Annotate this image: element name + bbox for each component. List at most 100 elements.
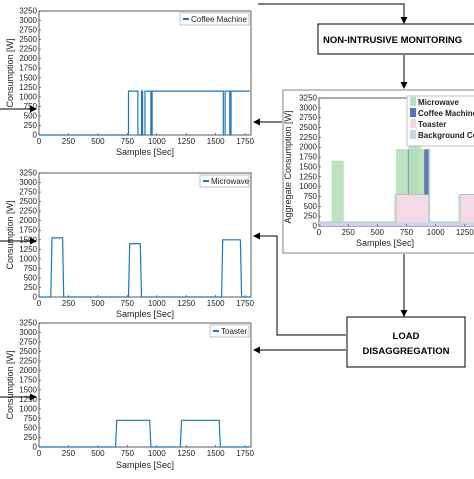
aggregate-ytick-label: 1750 xyxy=(299,153,317,162)
coffee-series-line xyxy=(39,90,250,136)
toaster-plot-frame xyxy=(38,322,252,448)
aggregate-x-ticks: 0 250 500 750 1000 1250 xyxy=(317,224,474,237)
microwave-ytick-label: 2750 xyxy=(19,188,37,197)
coffee-xtick-label: 1500 xyxy=(207,137,225,146)
coffee-xtick-label: 750 xyxy=(121,137,135,146)
coffee-xtick-label: 1750 xyxy=(236,137,254,146)
coffee-machine-chart: 0250500750100012501500175020002250250027… xyxy=(5,7,255,158)
toaster-ytick-label: 3000 xyxy=(19,328,37,337)
arrow-top-to-nilm xyxy=(258,3,408,24)
coffee-ytick-label: 250 xyxy=(24,121,38,130)
toaster-xtick-label: 0 xyxy=(37,449,42,458)
aggregate-ytick-label: 1500 xyxy=(299,162,317,171)
coffee-ytick-label: 2000 xyxy=(19,54,37,63)
microwave-xtick-label: 500 xyxy=(91,299,105,308)
aggregate-xtick-label: 0 xyxy=(317,228,322,237)
toaster-xtick-label: 1750 xyxy=(236,449,254,458)
legend-swatch-microwave xyxy=(410,97,416,106)
aggregate-ytick-label: 750 xyxy=(304,192,318,201)
legend-label-coffee: Coffee Machine xyxy=(418,109,474,118)
aggregate-ytick-label: 250 xyxy=(304,212,318,221)
microwave-xtick-label: 0 xyxy=(37,299,42,308)
coffee-legend-label: Coffee Machine xyxy=(191,15,247,24)
toaster-chart: 0250500750100012501500175020002250250027… xyxy=(5,319,255,471)
toaster-ytick-label: 2500 xyxy=(19,347,37,356)
microwave-ytick-label: 3250 xyxy=(19,169,37,178)
toaster-ytick-label: 1250 xyxy=(19,395,37,404)
toaster-ytick-label: 2250 xyxy=(19,357,37,366)
aggregate-ytick-label: 2250 xyxy=(299,133,317,142)
aggregate-ytick-label: 2750 xyxy=(299,113,317,122)
coffee-y-ticks: 0250500750100012501500175020002250250027… xyxy=(19,7,41,140)
coffee-y-axis-label: Consumption [W] xyxy=(5,38,15,107)
toaster-ytick-label: 0 xyxy=(33,443,38,452)
aggregate-ytick-label: 3250 xyxy=(299,94,317,103)
aggregate-y-ticks: 0250500750100012501500175020002250250027… xyxy=(299,94,321,231)
nilm-block-label: NON-INTRUSIVE MONITORING xyxy=(323,35,462,46)
coffee-ytick-label: 500 xyxy=(24,111,38,120)
legend-swatch-coffee xyxy=(410,108,416,117)
aggregate-xtick-label: 1250 xyxy=(456,228,474,237)
microwave-y-axis-label: Consumption [W] xyxy=(5,200,15,269)
microwave-ytick-label: 1000 xyxy=(19,254,37,263)
aggregate-legend: Microwave Coffee Machine Toaster Backgro… xyxy=(406,95,474,147)
microwave-xtick-label: 1750 xyxy=(236,299,254,308)
aggregate-chart: 0250500750100012501500175020002250250027… xyxy=(282,89,474,254)
toaster-legend-label: Toaster xyxy=(221,327,248,336)
coffee-ytick-label: 3000 xyxy=(19,16,37,25)
microwave-xtick-label: 750 xyxy=(121,299,135,308)
toaster-xtick-label: 1500 xyxy=(207,449,225,458)
microwave-xtick-label: 250 xyxy=(62,299,76,308)
toaster-legend: Toaster xyxy=(209,324,250,338)
toaster-ytick-label: 1500 xyxy=(19,385,37,394)
coffee-ytick-label: 1750 xyxy=(19,64,37,73)
toaster-y-ticks: 0250500750100012501500175020002250250027… xyxy=(19,319,41,452)
microwave-ytick-label: 2250 xyxy=(19,207,37,216)
coffee-xtick-label: 250 xyxy=(62,137,76,146)
microwave-legend-label: Microwave xyxy=(211,177,250,186)
toaster-xtick-label: 1000 xyxy=(148,449,166,458)
microwave-xtick-label: 1250 xyxy=(177,299,195,308)
aggregate-xtick-label: 1000 xyxy=(427,228,445,237)
aggregate-ytick-label: 500 xyxy=(304,202,318,211)
microwave-ytick-label: 1250 xyxy=(19,245,37,254)
coffee-legend: Coffee Machine xyxy=(179,12,250,26)
toaster-ytick-label: 1750 xyxy=(19,376,37,385)
toaster-xtick-label: 500 xyxy=(91,449,105,458)
microwave-plot-frame xyxy=(38,172,252,298)
coffee-ytick-label: 3250 xyxy=(19,7,37,16)
toaster-ytick-label: 750 xyxy=(24,414,38,423)
microwave-ytick-label: 0 xyxy=(33,293,38,302)
toaster-ytick-label: 500 xyxy=(24,423,38,432)
aggregate-ytick-label: 3000 xyxy=(299,103,317,112)
microwave-ytick-label: 2000 xyxy=(19,216,37,225)
microwave-ytick-label: 500 xyxy=(24,273,38,282)
toaster-ytick-label: 250 xyxy=(24,433,38,442)
legend-label-toaster: Toaster xyxy=(418,120,446,129)
toaster-x-axis-label: Samples [Sec] xyxy=(116,460,174,470)
aggregate-area-background-consumption xyxy=(319,221,474,226)
aggregate-xtick-label: 500 xyxy=(371,228,385,237)
coffee-xtick-label: 1250 xyxy=(177,137,195,146)
legend-swatch-toaster xyxy=(410,119,416,128)
aggregate-y-axis-label: Aggregate Consumption [W] xyxy=(283,110,293,223)
microwave-xtick-label: 1000 xyxy=(148,299,166,308)
coffee-ytick-label: 2500 xyxy=(19,35,37,44)
aggregate-ytick-label: 1000 xyxy=(299,182,317,191)
toaster-ytick-label: 1000 xyxy=(19,404,37,413)
legend-swatch-background xyxy=(410,130,416,139)
coffee-xtick-label: 500 xyxy=(91,137,105,146)
coffee-ytick-label: 0 xyxy=(33,131,38,140)
microwave-ytick-label: 1750 xyxy=(19,226,37,235)
disaggregation-label-line2: DISAGGREGATION xyxy=(363,346,450,357)
microwave-x-ticks: 0 250 500 750 1000 1250 1500 1750 xyxy=(37,295,255,308)
microwave-ytick-label: 1500 xyxy=(19,235,37,244)
microwave-xtick-label: 1500 xyxy=(207,299,225,308)
arrow-disaggregation-to-microwave xyxy=(253,232,346,336)
aggregate-ytick-label: 0 xyxy=(313,222,318,231)
toaster-ytick-label: 3250 xyxy=(19,319,37,328)
microwave-ytick-label: 750 xyxy=(24,264,38,273)
coffee-ytick-label: 2250 xyxy=(19,45,37,54)
